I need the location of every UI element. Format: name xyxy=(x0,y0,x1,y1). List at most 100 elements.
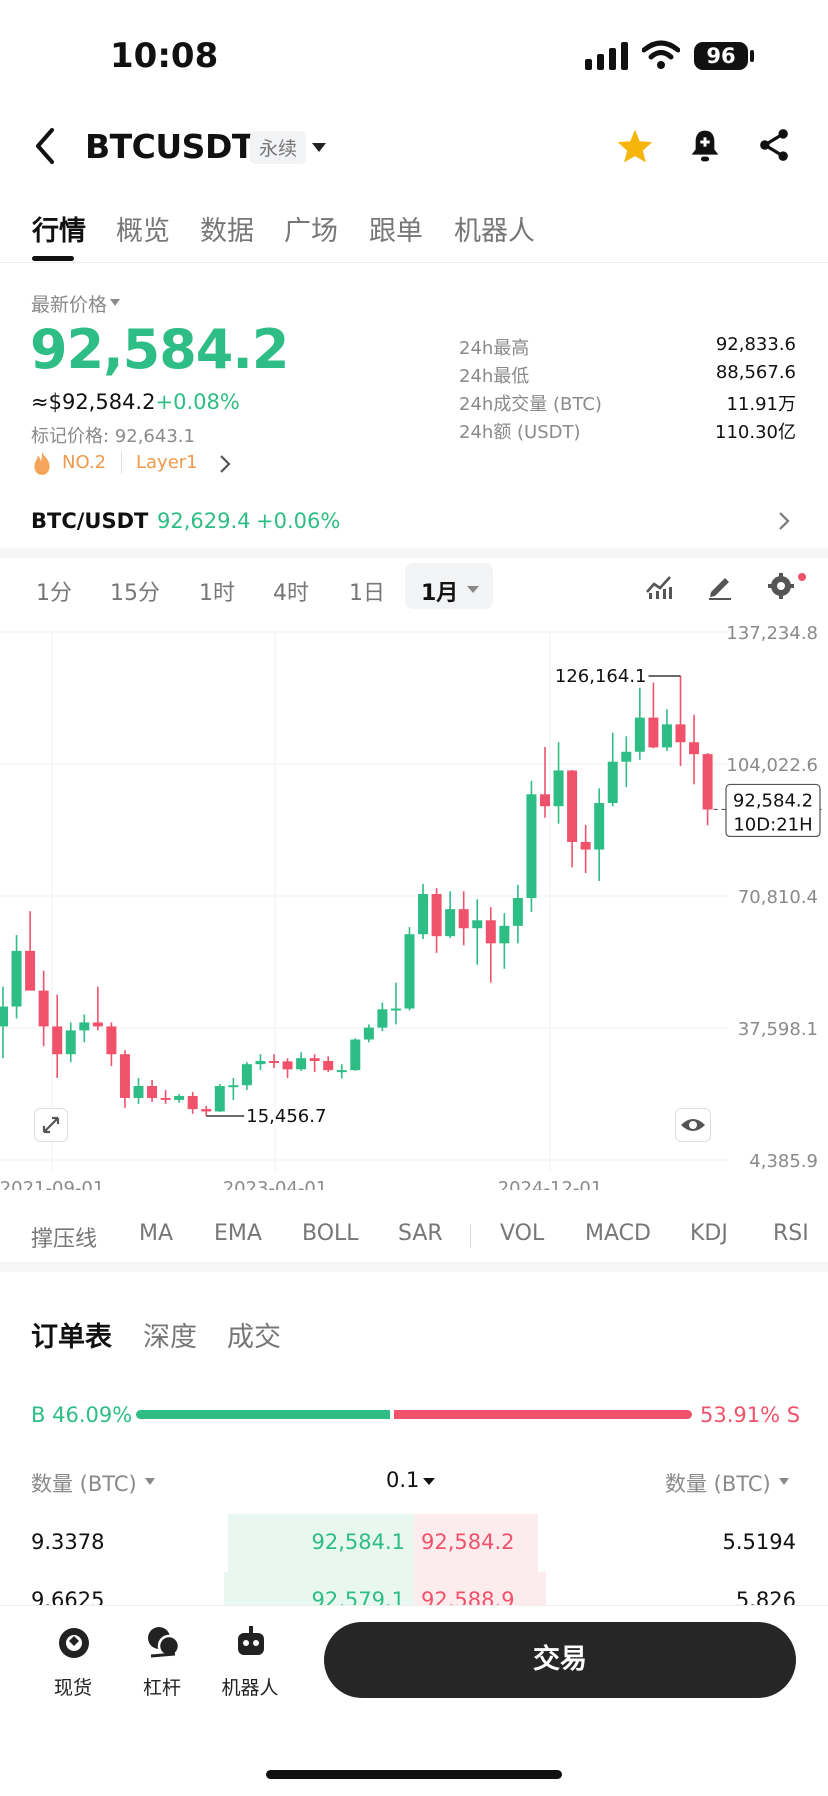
ask-depth-bar xyxy=(414,1514,538,1572)
sell-ratio-letter: S xyxy=(786,1403,801,1427)
timeframe-dropdown-icon[interactable] xyxy=(467,586,479,593)
candle-body xyxy=(65,1030,76,1055)
stat-24h-high-value: 92,833.6 xyxy=(715,334,796,355)
candle-body xyxy=(160,1097,171,1100)
candle-body xyxy=(661,724,672,748)
star-icon[interactable] xyxy=(616,128,654,164)
precision-select[interactable]: 0.1 xyxy=(386,1468,420,1492)
candle-body xyxy=(25,950,36,991)
candle-body xyxy=(594,803,605,850)
expand-chart-icon[interactable] xyxy=(34,1108,68,1142)
nav-spot-label[interactable]: 现货 xyxy=(53,1677,92,1699)
indicator-vol[interactable]: VOL xyxy=(500,1221,545,1246)
y-tick-label: 104,022.6 xyxy=(726,755,818,776)
candle-body xyxy=(282,1061,293,1070)
settings-gear-icon[interactable] xyxy=(767,572,795,600)
timeframe-15m[interactable]: 15分 xyxy=(110,581,160,606)
page-title[interactable]: BTCUSDT xyxy=(85,127,254,166)
candle-body xyxy=(92,1022,103,1027)
eye-icon[interactable] xyxy=(675,1108,711,1142)
spot-chevron-icon[interactable] xyxy=(778,511,790,531)
tabs-divider xyxy=(0,262,828,263)
symbol-dropdown-icon[interactable] xyxy=(312,143,326,152)
tab-trades[interactable]: 成交 xyxy=(227,1322,281,1353)
candle-body xyxy=(404,934,415,1009)
tab-overview[interactable]: 概览 xyxy=(116,216,170,247)
alert-bell-icon[interactable] xyxy=(689,128,721,164)
share-icon[interactable] xyxy=(758,128,790,162)
bid-qty-header[interactable]: 数量 (BTC) xyxy=(31,1472,137,1496)
rank-badge[interactable]: NO.2 xyxy=(62,452,107,473)
candle-body xyxy=(567,770,578,842)
tab-data[interactable]: 数据 xyxy=(200,216,254,247)
indicator-support-resistance[interactable]: 撑压线 xyxy=(31,1227,98,1252)
nav-leverage-label[interactable]: 杠杆 xyxy=(142,1677,181,1699)
mark-price: 标记价格: 92,643.1 xyxy=(31,426,195,447)
price-label-dropdown-icon[interactable] xyxy=(110,299,120,306)
stat-24h-volume-label: 24h成交量 (BTC) xyxy=(459,394,602,415)
candle-body xyxy=(133,1086,144,1098)
stat-24h-low-label: 24h最低 xyxy=(459,366,530,387)
candle-body xyxy=(499,925,510,944)
timeframe-1h[interactable]: 1时 xyxy=(199,581,235,606)
candle-body xyxy=(390,1008,401,1011)
candle-body xyxy=(336,1070,347,1073)
ask-qty-dropdown-icon[interactable] xyxy=(779,1478,789,1485)
leverage-icon[interactable] xyxy=(145,1624,181,1660)
tab-bots[interactable]: 机器人 xyxy=(454,216,535,247)
indicator-rsi[interactable]: RSI xyxy=(773,1221,809,1246)
indicator-boll[interactable]: BOLL xyxy=(302,1221,359,1246)
timeframe-1m[interactable]: 1分 xyxy=(36,581,72,606)
ratio-bar-buy xyxy=(136,1410,390,1419)
high-price-label: 126,164.1 xyxy=(555,666,647,687)
candle-body xyxy=(214,1086,225,1112)
tab-copy-trading[interactable]: 跟单 xyxy=(369,216,423,247)
candle-body xyxy=(269,1060,279,1063)
candle-body xyxy=(472,920,483,929)
tab-market[interactable]: 行情 xyxy=(32,216,86,247)
tab-square[interactable]: 广场 xyxy=(284,216,338,247)
candle-body xyxy=(0,1006,8,1027)
indicator-ema[interactable]: EMA xyxy=(214,1221,262,1246)
spot-icon[interactable] xyxy=(57,1626,91,1660)
sector-badge[interactable]: Layer1 xyxy=(136,452,198,473)
ask-qty-header[interactable]: 数量 (BTC) xyxy=(665,1472,771,1496)
draw-pen-icon[interactable] xyxy=(706,572,734,600)
battery-tip xyxy=(750,50,754,62)
bid-price[interactable]: 92,584.1 xyxy=(311,1530,405,1554)
nav-bot-label[interactable]: 机器人 xyxy=(221,1677,279,1699)
candle-body xyxy=(675,724,686,743)
timeframe-1d[interactable]: 1日 xyxy=(349,581,385,606)
spot-pair[interactable]: BTC/USDT xyxy=(31,509,149,533)
chevron-right-icon[interactable] xyxy=(219,454,231,474)
battery-icon: 96 xyxy=(694,42,748,70)
bid-depth-bar xyxy=(228,1514,414,1572)
candle-body xyxy=(431,894,442,937)
tab-depth[interactable]: 深度 xyxy=(143,1322,197,1353)
candle-body xyxy=(255,1060,266,1065)
indicator-macd[interactable]: MACD xyxy=(585,1221,651,1246)
candlestick-chart[interactable]: 137,234.8 104,022.6 70,810.4 37,598.1 4,385.… xyxy=(0,620,828,1190)
bid-qty-dropdown-icon[interactable] xyxy=(145,1478,155,1485)
latest-price-label[interactable]: 最新价格 xyxy=(31,294,108,316)
bot-icon[interactable] xyxy=(233,1624,269,1660)
settings-notification-dot xyxy=(798,573,806,581)
timeframe-4h[interactable]: 4时 xyxy=(273,581,309,606)
candle-body xyxy=(377,1009,388,1028)
indicator-chart-icon[interactable] xyxy=(645,574,673,600)
last-price: 92,584.2 xyxy=(30,318,289,381)
indicator-sar[interactable]: SAR xyxy=(398,1221,443,1246)
candle-body xyxy=(418,894,429,935)
timeframe-1mo[interactable]: 1月 xyxy=(421,581,459,606)
indicator-kdj[interactable]: KDJ xyxy=(690,1221,728,1246)
ask-price[interactable]: 92,584.2 xyxy=(421,1530,515,1554)
sell-ratio: 53.91% xyxy=(700,1403,781,1427)
tab-order-book[interactable]: 订单表 xyxy=(31,1322,112,1353)
y-tick-label: 37,598.1 xyxy=(738,1019,818,1040)
indicator-ma[interactable]: MA xyxy=(139,1221,174,1246)
precision-dropdown-icon[interactable] xyxy=(423,1478,435,1485)
back-icon[interactable] xyxy=(28,124,64,168)
candle-body xyxy=(174,1095,185,1100)
trade-button[interactable]: 交易 xyxy=(324,1622,796,1698)
countdown-label: 10D:21H xyxy=(733,814,812,835)
